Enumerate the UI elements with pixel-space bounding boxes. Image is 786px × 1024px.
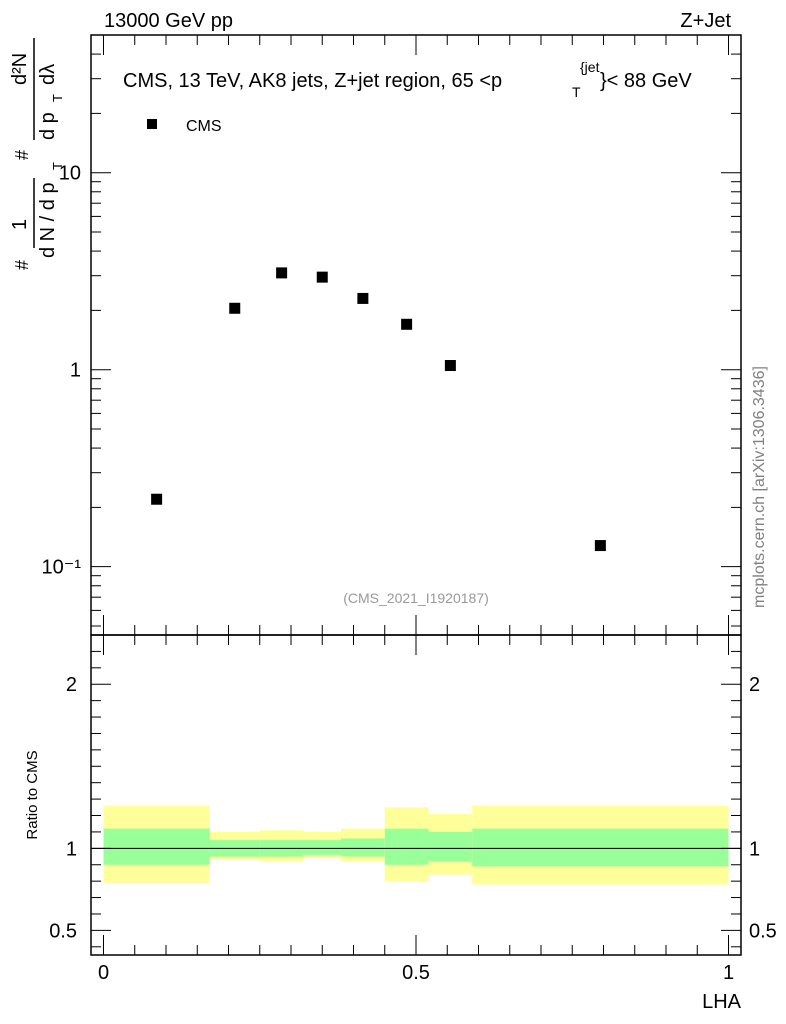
main-panel: 10⁻¹ 1 10 xyxy=(42,34,742,636)
header-left: 13000 GeV pp xyxy=(104,10,233,32)
ratio-y-tick-label: 1 xyxy=(66,838,77,860)
ratio-y-tick-label-right: 0.5 xyxy=(749,920,777,942)
plot-title: CMS, 13 TeV, AK8 jets, Z+jet region, 65 … xyxy=(123,59,692,100)
header-right: Z+Jet xyxy=(680,10,731,32)
ratio-y-tick-label-right: 1 xyxy=(749,838,760,860)
ratio-band-inner xyxy=(103,828,210,865)
y-label-hash: # xyxy=(12,260,32,270)
title-sub: T xyxy=(572,84,581,100)
y-label-num: 1 xyxy=(9,219,31,230)
y-label-hash2: # xyxy=(12,150,32,160)
ratio-y-tick-label-right: 2 xyxy=(749,674,760,696)
y-tick-label: 10⁻¹ xyxy=(42,557,82,579)
x-axis-label: LHA xyxy=(702,991,742,1013)
data-point xyxy=(276,267,288,279)
y-label-den-sub: T xyxy=(50,162,65,170)
title-sup: {jet xyxy=(580,59,600,75)
ratio-y-tick-label: 2 xyxy=(66,674,77,696)
y-label-frac-den: d p xyxy=(37,112,59,140)
data-point xyxy=(401,318,413,330)
title-main: CMS, 13 TeV, AK8 jets, Z+jet region, 65 … xyxy=(123,70,502,92)
y-tick-label: 10 xyxy=(59,163,81,185)
y-label-frac-den-tail: dλ xyxy=(37,64,59,85)
y-tick-label: 1 xyxy=(70,360,81,382)
ratio-axis-label: Ratio to CMS xyxy=(24,750,41,839)
y-label-frac-num: d²N xyxy=(9,53,31,85)
legend: CMS xyxy=(147,118,222,135)
watermark: mcplots.cern.ch [arXiv:1306.3436] xyxy=(751,366,768,608)
ratio-band-inner xyxy=(384,828,429,865)
ratio-band-inner xyxy=(303,840,341,855)
legend-label: CMS xyxy=(186,118,222,135)
ratio-frame xyxy=(90,634,742,956)
x-tick-label: 0 xyxy=(98,962,109,984)
data-point xyxy=(594,540,606,552)
title-tail: }< 88 GeV xyxy=(600,70,692,92)
ratio-panel: 0.5 0.5 1 1 2 2 0 0.5 1 xyxy=(49,634,777,984)
ratio-y-tick-label: 0.5 xyxy=(49,920,77,942)
ratio-band-inner xyxy=(428,831,473,862)
ratio-band-inner xyxy=(341,838,385,857)
data-point xyxy=(444,360,456,372)
analysis-tag: (CMS_2021_I1920187) xyxy=(343,590,489,606)
data-point xyxy=(316,271,328,283)
data-point xyxy=(357,292,369,304)
y-label-den: d N / d p xyxy=(37,182,59,258)
y-axis-label: # 1 d N / d p T # d²N d p T dλ xyxy=(9,38,65,270)
data-point xyxy=(151,493,163,505)
data-point xyxy=(229,302,241,314)
y-label-frac-den-sub: T xyxy=(50,94,65,102)
x-tick-label: 1 xyxy=(723,962,734,984)
legend-marker xyxy=(147,119,157,129)
x-tick-label: 0.5 xyxy=(402,962,430,984)
ratio-band-inner xyxy=(472,828,729,867)
